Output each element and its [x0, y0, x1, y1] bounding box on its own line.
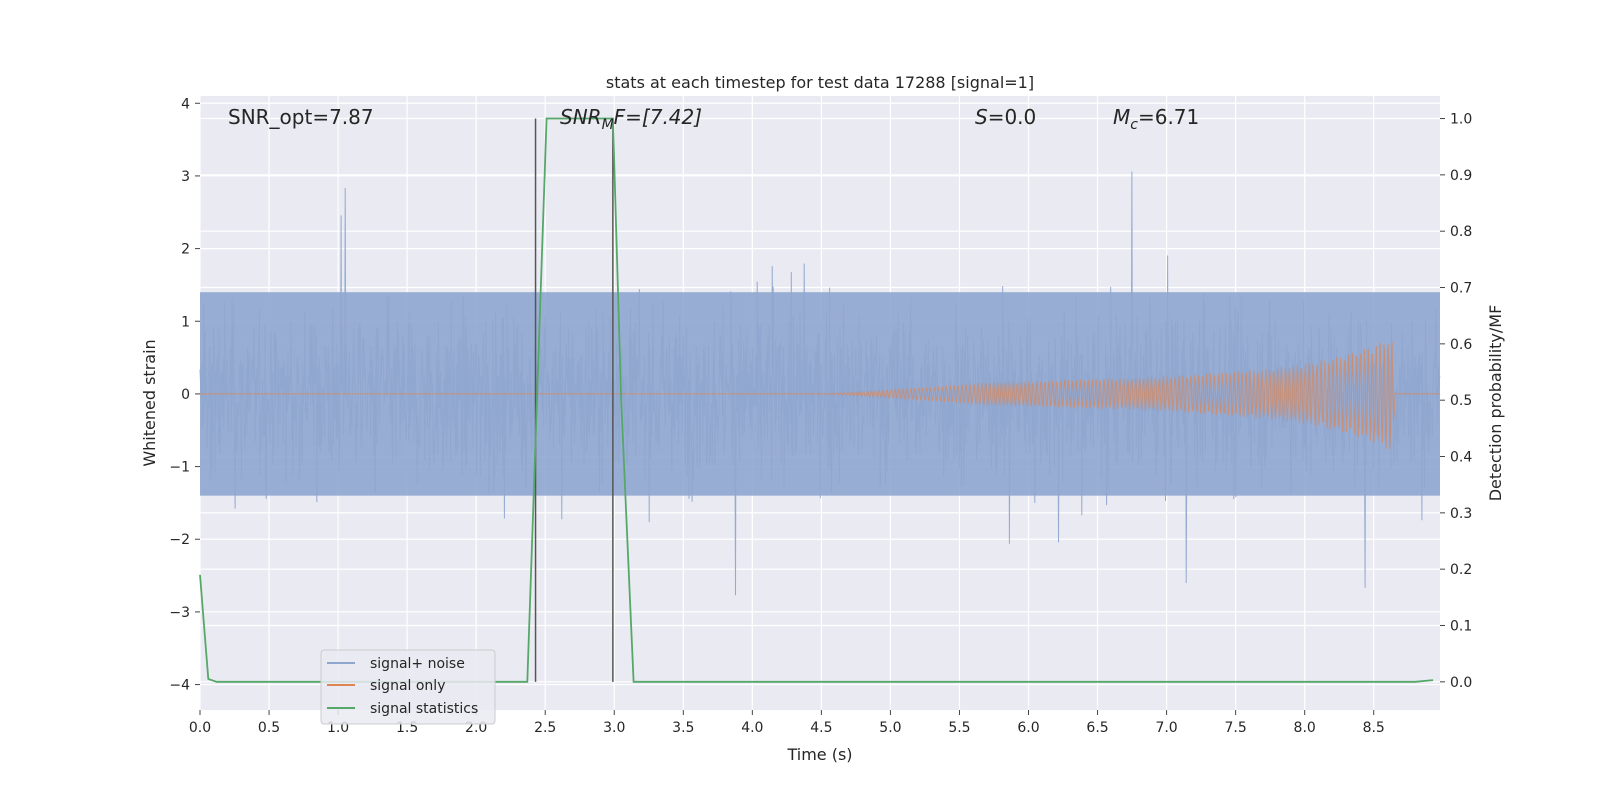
x-tick-label: 4.0: [741, 720, 763, 736]
signal-statistics-line: [199, 117, 1434, 683]
y-right-tick-label: 0.0: [1450, 675, 1472, 691]
x-tick-label: 0.0: [189, 720, 211, 736]
y-tick-label: −1: [169, 460, 190, 476]
vertical-markers: [534, 118, 614, 682]
x-axis-label: Time (s): [786, 745, 852, 764]
y-right-tick-label: 0.6: [1450, 337, 1472, 353]
x-tick-label: 8.0: [1294, 720, 1316, 736]
legend-label-signal-plus-noise: signal+ noise: [370, 656, 465, 672]
annotation-mc: Mc=6.71: [1113, 105, 1199, 133]
legend: signal+ noise signal only signal statist…: [320, 649, 496, 725]
x-tick-label: 3.5: [672, 720, 694, 736]
legend-box: [320, 649, 496, 725]
y-tick-label: −2: [169, 532, 190, 548]
x-tick-label: 3.0: [603, 720, 625, 736]
x-tick-label: 5.5: [948, 720, 970, 736]
x-tick-label: 5.0: [879, 720, 901, 736]
y-right-tick-label: 0.5: [1450, 393, 1472, 409]
y-right-tick-label: 0.8: [1450, 224, 1472, 240]
x-tick-label: 7.5: [1225, 720, 1247, 736]
y-tick-label: −3: [169, 605, 190, 621]
tick-labels: 0.0 0.5 1.0 1.5 2.0 2.5 3.0 3.5 4.0 4.5 5.0 5.5 6.0 6…: [169, 96, 1472, 736]
x-tick-label: 6.5: [1086, 720, 1108, 736]
y-right-tick-label: 0.4: [1450, 450, 1472, 466]
y-right-tick-label: 0.1: [1450, 619, 1472, 635]
signal-only-series: [199, 341, 1441, 449]
y-right-tick-label: 0.3: [1450, 506, 1472, 522]
y-axis-label: Whitened strain: [140, 339, 159, 466]
x-tick-label: 7.0: [1155, 720, 1177, 736]
annotation-snr-opt: SNR_opt=7.87: [228, 105, 374, 129]
y-tick-label: 0: [181, 387, 190, 403]
x-tick-label: 0.5: [258, 720, 280, 736]
y-right-tick-label: 0.9: [1450, 168, 1472, 184]
annotation-snr-mf: SNRMF=[7.42]: [560, 105, 702, 133]
y-tick-label: 2: [181, 242, 190, 258]
y-right-tick-label: 0.2: [1450, 562, 1472, 578]
y-tick-label: 1: [181, 314, 190, 330]
x-tick-label: 6.0: [1017, 720, 1039, 736]
y-tick-label: 3: [181, 169, 190, 185]
legend-label-signal-statistics: signal statistics: [370, 701, 478, 717]
y-tick-label: 4: [181, 96, 190, 112]
x-tick-label: 4.5: [810, 720, 832, 736]
x-tick-label: 2.5: [534, 720, 556, 736]
y-right-tick-label: 0.7: [1450, 281, 1472, 297]
signal-only-line: [199, 341, 1441, 449]
y-right-tick-label: 1.0: [1450, 112, 1472, 128]
y-tick-label: −4: [169, 678, 190, 694]
annotation-s: S=0.0: [975, 105, 1036, 129]
chart-title: stats at each timestep for test data 172…: [606, 73, 1034, 92]
x-tick-label: 8.5: [1363, 720, 1385, 736]
legend-label-signal-only: signal only: [370, 678, 445, 694]
y-axis-right-label: Detection probability/MF: [1486, 305, 1505, 502]
signal-statistics-series: [199, 117, 1434, 683]
